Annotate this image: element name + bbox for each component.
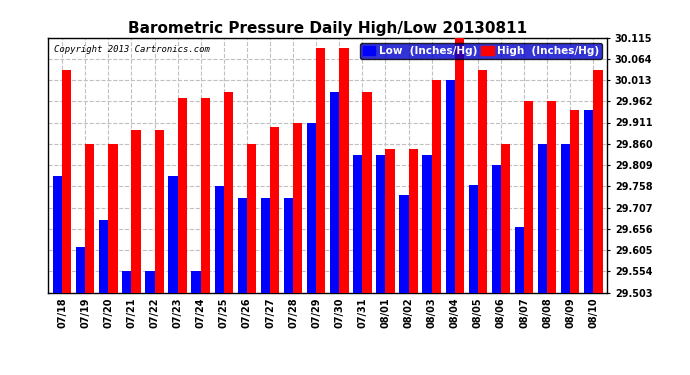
Bar [478,70,487,292]
Bar [155,130,164,292]
Bar [561,144,570,292]
Bar [339,48,348,292]
Bar [469,184,478,292]
Bar [538,144,547,292]
Bar [261,198,270,292]
Bar [99,220,108,292]
Bar [570,110,580,292]
Bar [515,227,524,292]
Bar [408,149,418,292]
Bar [547,101,556,292]
Bar [307,123,316,292]
Bar [146,271,155,292]
Bar [376,154,386,292]
Bar [501,144,510,292]
Bar [192,271,201,292]
Bar [362,92,372,292]
Bar [237,198,247,292]
Bar [108,144,117,292]
Bar [168,176,177,292]
Bar [492,165,501,292]
Bar [316,48,326,292]
Bar [386,149,395,292]
Bar [400,195,408,292]
Bar [86,144,95,292]
Bar [201,98,210,292]
Bar [76,247,86,292]
Bar [584,110,593,292]
Bar [353,154,362,292]
Bar [422,154,432,292]
Bar [131,130,141,292]
Text: Copyright 2013 Cartronics.com: Copyright 2013 Cartronics.com [54,45,210,54]
Bar [446,80,455,292]
Title: Barometric Pressure Daily High/Low 20130811: Barometric Pressure Daily High/Low 20130… [128,21,527,36]
Bar [62,70,71,292]
Bar [455,38,464,292]
Bar [247,144,256,292]
Bar [524,101,533,292]
Bar [215,186,224,292]
Bar [224,92,233,292]
Bar [53,176,62,292]
Legend: Low  (Inches/Hg), High  (Inches/Hg): Low (Inches/Hg), High (Inches/Hg) [359,43,602,59]
Bar [122,271,131,292]
Bar [270,127,279,292]
Bar [432,80,441,292]
Bar [593,70,602,292]
Bar [284,198,293,292]
Bar [177,98,187,292]
Bar [330,92,339,292]
Bar [293,123,302,292]
